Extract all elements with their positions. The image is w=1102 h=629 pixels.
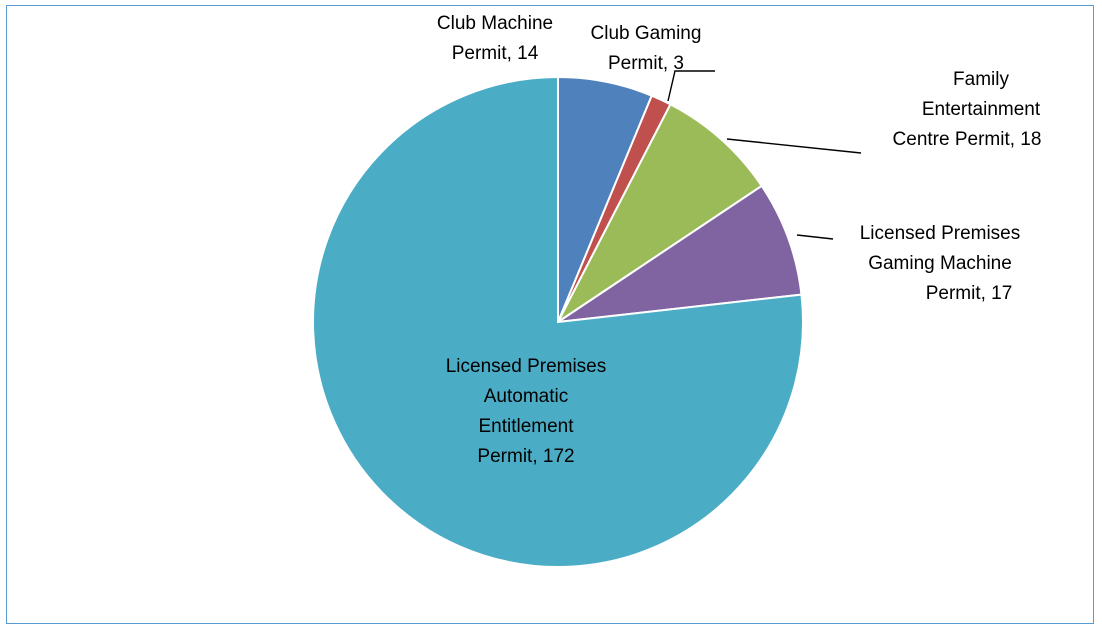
slice-label-4: Licensed Premises Gaming Machine Permit, 1… [860, 223, 1021, 304]
slice-label-line: Licensed Premises [446, 356, 607, 377]
slice-label-line: Permit, 14 [452, 43, 539, 64]
pie-slice-4 [557, 184, 803, 323]
slice-label-line: Gaming Machine [868, 253, 1012, 274]
slice-label-1: Club Machine Permit, 14 [437, 13, 553, 64]
slice-label-line: Entitlement [478, 416, 574, 437]
slice-label-line: Permit, 3 [608, 53, 684, 74]
pie-slice-3 [557, 102, 764, 323]
leader-line-2 [667, 70, 715, 102]
slice-label-3: Family Entertainment Centre Permit, 18 [893, 69, 1042, 150]
slice-label-line: Automatic [484, 386, 568, 407]
leader-line-3 [726, 138, 862, 154]
slice-label-line: Licensed Premises [860, 223, 1021, 244]
slice-label-line: Permit, 17 [926, 283, 1013, 304]
chart-area: Club Machine Permit, 14 Club Gaming Permit,… [6, 5, 1094, 624]
leader-line-4 [796, 234, 834, 240]
slice-label-line: Club Gaming [591, 23, 702, 44]
pie-chart: Club Machine Permit, 14 Club Gaming Permit,… [312, 13, 1042, 568]
slice-label-line: Entertainment [922, 99, 1041, 120]
slice-label-5: Licensed Premises Automatic Entitlement Per… [446, 356, 607, 467]
pie-slices [312, 75, 804, 568]
slice-label-line: Permit, 172 [477, 446, 574, 467]
slice-label-line: Centre Permit, 18 [893, 129, 1042, 150]
slice-label-2: Club Gaming Permit, 3 [591, 23, 702, 74]
pie-slice-5 [312, 75, 804, 568]
slice-label-line: Family [953, 69, 1009, 90]
slice-label-line: Club Machine [437, 13, 553, 34]
